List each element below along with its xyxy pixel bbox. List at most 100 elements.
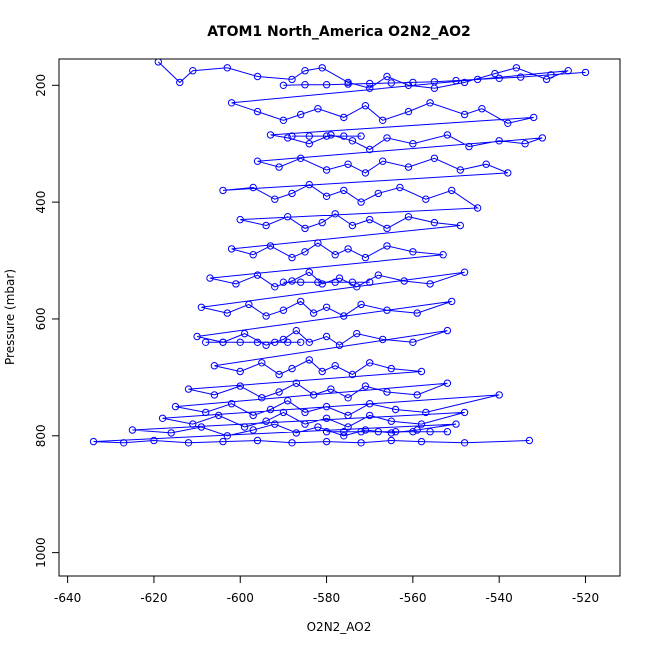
data-point xyxy=(473,75,482,84)
data-point xyxy=(288,132,296,140)
data-point xyxy=(340,113,348,122)
data-point xyxy=(366,278,374,286)
data-point xyxy=(227,245,236,253)
plot-data-layer xyxy=(89,59,590,447)
data-point xyxy=(305,268,313,276)
data-point xyxy=(253,157,262,165)
data-point xyxy=(288,277,296,285)
data-point xyxy=(335,341,344,349)
data-point xyxy=(240,329,249,338)
data-point xyxy=(128,426,137,434)
data-point xyxy=(383,134,391,142)
data-point xyxy=(271,338,279,346)
data-point xyxy=(318,367,326,376)
data-point xyxy=(236,382,244,390)
data-point xyxy=(512,64,521,72)
data-point xyxy=(236,215,244,224)
data-point xyxy=(297,110,305,119)
data-point xyxy=(171,402,180,411)
data-point xyxy=(305,180,313,189)
data-point xyxy=(275,370,283,379)
data-point xyxy=(517,73,525,81)
data-point xyxy=(344,394,352,402)
data-point xyxy=(460,439,469,447)
data-point xyxy=(176,78,184,87)
data-point xyxy=(305,356,313,364)
data-point xyxy=(379,335,387,344)
data-point xyxy=(404,163,413,171)
data-point xyxy=(504,119,512,128)
data-point xyxy=(210,391,219,399)
data-point xyxy=(279,116,288,125)
data-point xyxy=(262,221,270,230)
y-tick-label: 800 xyxy=(34,424,48,447)
data-point xyxy=(284,338,292,346)
data-point xyxy=(353,283,361,291)
y-tick-label: 1000 xyxy=(34,537,48,568)
data-point xyxy=(193,332,201,341)
data-point xyxy=(495,74,503,83)
data-point xyxy=(262,312,270,320)
x-tick-label: -540 xyxy=(486,591,513,605)
data-point xyxy=(297,338,305,346)
data-point xyxy=(400,277,408,285)
y-axis: 200 400 600 800 1000 xyxy=(34,74,60,568)
data-point xyxy=(305,140,313,148)
data-point xyxy=(482,160,490,168)
data-point xyxy=(366,215,374,224)
data-point xyxy=(262,417,270,425)
x-tick-label: -620 xyxy=(140,591,167,605)
data-point xyxy=(301,408,309,417)
data-point xyxy=(284,397,292,405)
x-tick-label: -600 xyxy=(227,591,254,605)
data-point xyxy=(253,271,262,279)
data-point xyxy=(547,71,555,79)
data-point xyxy=(387,436,395,445)
data-point xyxy=(404,213,413,221)
data-point xyxy=(253,436,262,445)
y-axis-label: Pressure (mbar) xyxy=(3,269,17,365)
data-point xyxy=(491,69,499,78)
data-point xyxy=(322,402,331,411)
data-point xyxy=(348,137,357,145)
data-point xyxy=(504,169,512,177)
data-point xyxy=(478,105,486,113)
data-point xyxy=(288,253,296,262)
data-point xyxy=(288,439,296,447)
data-point xyxy=(366,400,374,408)
data-point xyxy=(374,189,382,198)
data-point xyxy=(154,59,162,66)
data-point xyxy=(279,278,288,286)
data-point xyxy=(357,428,365,436)
data-point xyxy=(322,437,331,446)
data-point xyxy=(240,423,249,431)
data-point xyxy=(387,364,395,373)
data-point xyxy=(413,309,421,317)
data-point xyxy=(292,326,300,335)
data-point xyxy=(465,142,473,151)
data-point xyxy=(297,154,305,163)
data-point xyxy=(495,391,503,399)
data-point xyxy=(366,84,374,92)
data-point xyxy=(297,278,305,286)
data-point xyxy=(309,391,318,399)
data-point xyxy=(322,132,331,140)
data-point xyxy=(387,429,395,437)
data-point xyxy=(456,166,464,174)
x-tick-label: -560 xyxy=(399,591,426,605)
data-point xyxy=(443,428,452,436)
data-point xyxy=(305,132,313,140)
data-point xyxy=(353,329,361,338)
data-point xyxy=(279,306,288,314)
data-point xyxy=(348,221,357,230)
data-point xyxy=(284,134,292,142)
data-point xyxy=(525,436,534,445)
data-point xyxy=(383,242,391,250)
data-point xyxy=(219,338,227,346)
data-point xyxy=(417,367,426,376)
data-point xyxy=(495,137,503,145)
data-point xyxy=(460,78,469,87)
data-point xyxy=(430,78,439,86)
data-point xyxy=(331,210,339,218)
